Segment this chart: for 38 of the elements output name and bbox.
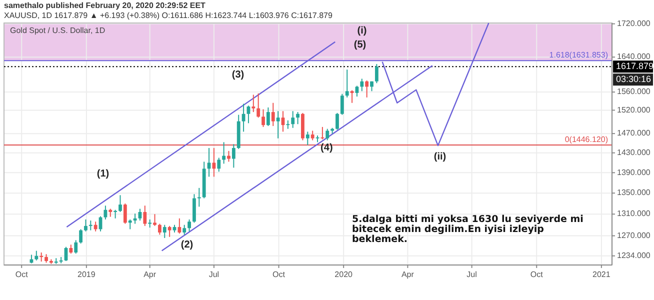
annotation: (3) [232, 70, 244, 81]
ref-line-label: 1.618(1631.853) [549, 50, 608, 60]
x-tick-label: Jul [208, 270, 220, 279]
annotation: (i) [357, 26, 367, 37]
y-tick-label: 1470.000 [617, 128, 651, 138]
text: XAUUSD, 1D 1617.879 ▲ +6.193 (+0.38%) O:1611.686 H:1623.744 L:1603.976 C:1617.879 [4, 11, 333, 20]
y-tick-label: 1310.000 [617, 209, 651, 218]
annotation: 5.dalga bitti mi yoksa 1630 lu seviyerde mi bitecek emin degilim.En iyisi izleyip beklemek. [352, 214, 584, 245]
x-tick-label: Oct [272, 270, 286, 279]
ref-line-label: 0(1446.120) [564, 135, 608, 144]
annotation: (5) [354, 40, 366, 51]
y-tick-label: 1390.000 [617, 168, 651, 177]
candlestick [197, 188, 201, 207]
candlestick [148, 219, 152, 228]
y-tick-label: 1520.000 [617, 105, 651, 114]
x-tick-label: 2021 [592, 270, 611, 279]
x-tick-label: 2020 [334, 270, 354, 279]
x-tick-label: Oct [15, 270, 29, 279]
y-tick-label: 1640.000 [617, 52, 651, 62]
x-tick-label: Jul [466, 270, 478, 279]
y-tick-label: 1270.000 [617, 230, 651, 240]
annotation: (4) [320, 142, 333, 154]
chart-title: Gold Spot / U.S. Dollar, 1D [10, 26, 106, 35]
y-tick-label: 1234.000 [617, 250, 651, 260]
x-tick-label: Apr [401, 270, 414, 279]
annotation: (1) [96, 168, 110, 180]
annotation: (2) [180, 240, 194, 251]
x-tick-label: 2019 [78, 270, 96, 279]
text: samethalo published February 20, 2020 20:29:52 EET [4, 1, 206, 10]
y-tick-label: 1560.000 [617, 87, 651, 96]
x-tick-label: Oct [530, 270, 544, 279]
ref-line-label: 1617.879 [616, 60, 654, 71]
y-tick-label: 1430.000 [617, 148, 651, 157]
x-tick-label: Apr [144, 270, 156, 279]
y-tick-label: 1350.000 [617, 188, 651, 198]
text: 03:30:16 [616, 74, 652, 84]
y-tick-label: 1720.000 [617, 18, 651, 28]
annotation: (ii) [434, 152, 446, 163]
